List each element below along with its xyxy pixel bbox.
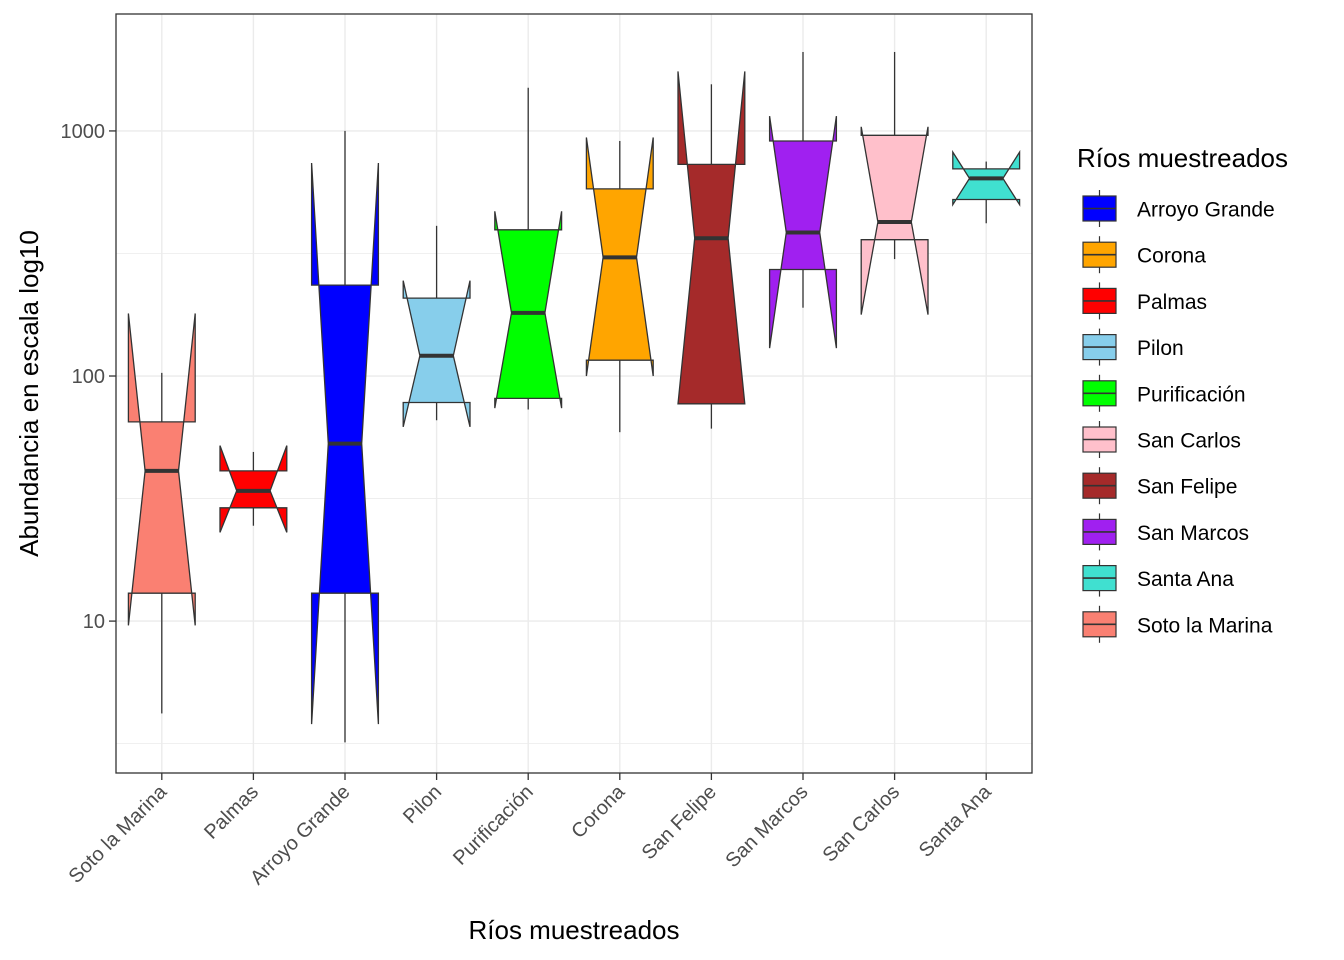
legend-item: Palmas	[1082, 282, 1207, 320]
box-arroyo-grande	[310, 130, 380, 743]
legend-item: San Felipe	[1082, 467, 1237, 505]
box-palmas	[219, 445, 288, 533]
legend-item: Soto la Marina	[1082, 605, 1273, 643]
legend-item: San Carlos	[1082, 421, 1241, 458]
legend-item: Purificación	[1082, 374, 1246, 412]
legend-item: Santa Ana	[1082, 559, 1234, 597]
panel-border	[115, 13, 1033, 774]
legend-label: Palmas	[1137, 291, 1207, 314]
box-san-felipe	[677, 71, 746, 429]
legend-title: Ríos muestreados	[1077, 143, 1288, 173]
box-san-marcos	[768, 51, 838, 349]
legend-label: San Felipe	[1137, 476, 1237, 499]
legend-label: Soto la Marina	[1137, 614, 1273, 637]
y-tick-label: 10	[83, 611, 105, 633]
box-santa-ana	[952, 149, 1021, 224]
y-axis-title: Abundancia en escala log10	[14, 230, 44, 557]
legend-label: San Marcos	[1137, 522, 1249, 545]
legend-label: Corona	[1137, 245, 1206, 268]
box-soto-la-marina	[127, 313, 196, 714]
legend-label: Arroyo Grande	[1137, 199, 1275, 222]
legend-label: Purificación	[1137, 383, 1246, 406]
y-axis: 10 100 1000	[61, 121, 116, 633]
box-corona	[585, 137, 654, 433]
legend-item: Pilon	[1082, 328, 1184, 366]
box-pilon	[402, 225, 471, 428]
box-group	[127, 51, 1021, 743]
box-body	[494, 211, 563, 409]
legend-label: San Carlos	[1137, 430, 1241, 453]
legend-item: Corona	[1082, 236, 1206, 274]
legend-item: San Marcos	[1082, 513, 1249, 551]
y-tick-label: 1000	[61, 121, 106, 143]
box-san-carlos	[860, 51, 929, 315]
box-purificacion	[494, 87, 563, 410]
legend-label: Pilon	[1137, 337, 1184, 360]
y-tick-label: 100	[72, 366, 105, 388]
legend-label: Santa Ana	[1137, 568, 1234, 591]
legend-item: Arroyo Grande	[1082, 190, 1275, 227]
x-axis-title: Ríos muestreados	[469, 915, 680, 945]
legend: Ríos muestreados Arroyo Grande Corona Palm…	[1077, 143, 1288, 643]
